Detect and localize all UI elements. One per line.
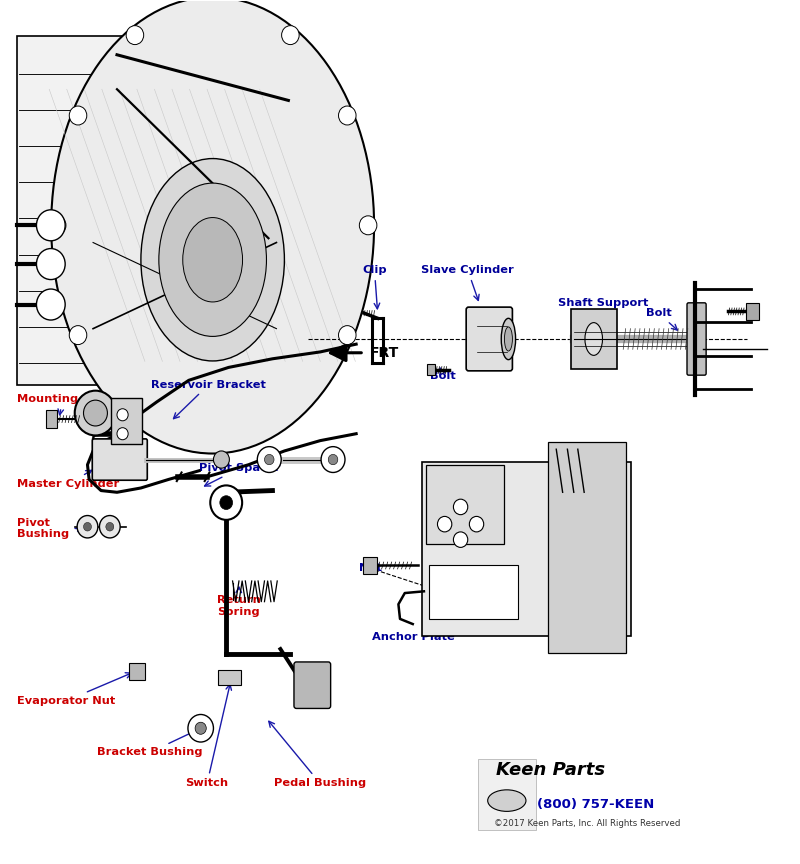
Circle shape	[77, 516, 98, 538]
Ellipse shape	[159, 183, 266, 336]
Ellipse shape	[578, 311, 610, 367]
Ellipse shape	[141, 159, 285, 361]
FancyBboxPatch shape	[294, 662, 330, 708]
Circle shape	[99, 516, 120, 538]
Circle shape	[214, 451, 230, 468]
FancyBboxPatch shape	[18, 35, 173, 384]
Circle shape	[438, 517, 452, 532]
Circle shape	[195, 722, 206, 734]
Text: Mounting Bolt: Mounting Bolt	[18, 394, 108, 415]
FancyBboxPatch shape	[687, 302, 706, 375]
Circle shape	[258, 447, 282, 473]
Text: Keen Parts: Keen Parts	[496, 760, 605, 778]
Circle shape	[126, 26, 144, 45]
Text: Anchor Plate: Anchor Plate	[372, 624, 455, 642]
Circle shape	[470, 517, 484, 532]
Circle shape	[70, 106, 86, 125]
Circle shape	[210, 486, 242, 520]
Text: Nut: Nut	[358, 563, 382, 573]
FancyBboxPatch shape	[46, 410, 57, 428]
FancyBboxPatch shape	[478, 759, 535, 830]
FancyBboxPatch shape	[570, 308, 617, 369]
Text: Switch: Switch	[186, 684, 231, 788]
Circle shape	[117, 409, 128, 421]
FancyBboxPatch shape	[422, 462, 631, 636]
Text: ©2017 Keen Parts, Inc. All Rights Reserved: ©2017 Keen Parts, Inc. All Rights Reserv…	[494, 819, 681, 829]
Circle shape	[328, 454, 338, 465]
FancyBboxPatch shape	[426, 465, 504, 544]
Circle shape	[37, 249, 65, 280]
Ellipse shape	[505, 327, 513, 351]
FancyBboxPatch shape	[429, 566, 518, 619]
Text: Bolt: Bolt	[646, 308, 678, 330]
Circle shape	[359, 216, 377, 235]
Text: Shaft Support: Shaft Support	[558, 298, 648, 321]
Text: Pedal Bushing: Pedal Bushing	[269, 721, 366, 788]
Ellipse shape	[182, 218, 242, 302]
Text: Return
Spring: Return Spring	[217, 587, 261, 617]
Circle shape	[220, 496, 233, 510]
Circle shape	[321, 447, 345, 473]
Text: (800) 757-KEEN: (800) 757-KEEN	[537, 797, 654, 810]
Text: Clip: Clip	[362, 265, 387, 308]
Circle shape	[83, 523, 91, 531]
Text: Slave Cylinder: Slave Cylinder	[422, 265, 514, 301]
FancyBboxPatch shape	[362, 557, 377, 574]
Text: Reservoir Bracket: Reservoir Bracket	[151, 379, 266, 419]
Circle shape	[188, 715, 214, 742]
FancyBboxPatch shape	[129, 663, 145, 680]
Text: Master Cylinder: Master Cylinder	[18, 470, 119, 489]
Circle shape	[83, 400, 107, 426]
Circle shape	[106, 523, 114, 531]
Text: Bolt: Bolt	[430, 368, 456, 381]
Text: Pivot
Bushing: Pivot Bushing	[18, 518, 83, 539]
Ellipse shape	[51, 0, 374, 454]
FancyBboxPatch shape	[466, 307, 513, 371]
FancyBboxPatch shape	[92, 439, 147, 480]
Ellipse shape	[502, 318, 515, 359]
Circle shape	[338, 106, 356, 125]
Circle shape	[265, 454, 274, 465]
Circle shape	[338, 326, 356, 345]
Circle shape	[49, 216, 66, 235]
FancyBboxPatch shape	[548, 442, 626, 653]
Text: FRT: FRT	[370, 346, 399, 359]
Ellipse shape	[585, 322, 602, 355]
Ellipse shape	[488, 790, 526, 811]
Text: Bracket Bushing: Bracket Bushing	[97, 731, 202, 758]
Circle shape	[117, 428, 128, 440]
Circle shape	[454, 499, 468, 515]
Circle shape	[37, 289, 65, 320]
FancyBboxPatch shape	[427, 364, 435, 375]
Text: Evaporator Nut: Evaporator Nut	[18, 673, 131, 706]
FancyBboxPatch shape	[746, 302, 758, 320]
Circle shape	[454, 532, 468, 548]
FancyBboxPatch shape	[218, 670, 241, 685]
Circle shape	[37, 210, 65, 241]
Text: Pivot Spacer: Pivot Spacer	[199, 463, 281, 486]
FancyBboxPatch shape	[111, 397, 142, 444]
Circle shape	[282, 26, 299, 45]
Circle shape	[74, 391, 116, 435]
Circle shape	[70, 326, 86, 345]
